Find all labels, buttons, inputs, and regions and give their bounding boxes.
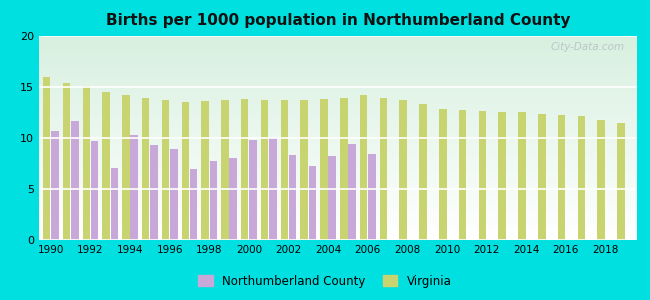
Bar — [91, 141, 98, 240]
Bar — [190, 169, 198, 240]
Bar — [131, 135, 138, 240]
Bar — [419, 104, 426, 240]
Bar — [300, 100, 308, 240]
Title: Births per 1000 population in Northumberland County: Births per 1000 population in Northumber… — [106, 13, 570, 28]
Bar — [309, 166, 316, 240]
Bar — [241, 99, 248, 240]
Bar — [281, 100, 288, 240]
Bar — [597, 120, 605, 240]
Bar — [150, 145, 158, 240]
Bar — [320, 99, 328, 240]
Bar — [380, 98, 387, 240]
Bar — [63, 83, 70, 240]
Bar — [328, 156, 336, 240]
Bar — [43, 77, 51, 240]
Bar — [181, 102, 189, 240]
Bar — [71, 121, 79, 240]
Bar — [269, 138, 277, 240]
Bar — [499, 112, 506, 240]
Bar — [250, 140, 257, 240]
Bar — [538, 113, 545, 240]
Bar — [142, 98, 150, 240]
Bar — [111, 168, 118, 240]
Bar — [83, 86, 90, 240]
Bar — [162, 100, 169, 240]
Bar — [122, 95, 130, 240]
Bar — [618, 123, 625, 240]
Bar — [368, 154, 376, 240]
Bar — [102, 92, 110, 240]
Bar — [221, 100, 229, 240]
Bar — [518, 112, 526, 240]
Bar — [202, 101, 209, 240]
Bar — [229, 158, 237, 240]
Bar — [340, 98, 348, 240]
Bar — [478, 112, 486, 240]
Legend: Northumberland County, Virginia: Northumberland County, Virginia — [195, 271, 455, 291]
Bar — [459, 110, 466, 240]
Bar — [261, 100, 268, 240]
Bar — [439, 110, 447, 240]
Bar — [51, 131, 58, 240]
Bar — [348, 144, 356, 240]
Bar — [558, 115, 566, 240]
Bar — [289, 155, 296, 240]
Bar — [360, 95, 367, 240]
Bar — [210, 161, 217, 240]
Bar — [578, 116, 585, 240]
Bar — [399, 100, 407, 240]
Text: City-Data.com: City-Data.com — [551, 42, 625, 52]
Bar — [170, 149, 177, 240]
